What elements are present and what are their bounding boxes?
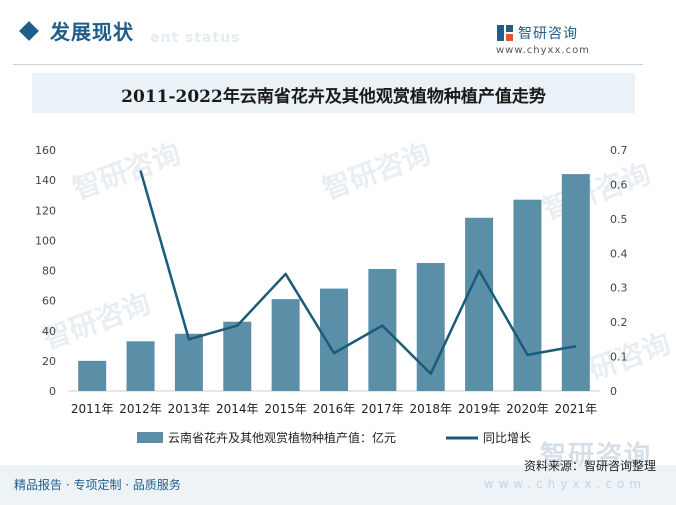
footer-watermark-url: www.chyxx.com <box>483 477 646 491</box>
growth-point <box>575 345 577 347</box>
brand-logo: 智研咨询 www.chyxx.com <box>496 20 646 60</box>
footer: 精品报告 · 专项定制 · 品质服务 智研咨询 资料来源：智研咨询整理 www.… <box>0 441 676 505</box>
growth-point <box>381 325 383 327</box>
bar <box>561 174 590 391</box>
footer-watermark: 智研咨询 <box>539 441 652 471</box>
y-right-tick-label: 0.6 <box>610 178 628 191</box>
y-left-tick-label: 60 <box>42 295 56 308</box>
growth-point <box>188 338 190 340</box>
bar <box>78 360 107 391</box>
growth-point <box>236 325 238 327</box>
header-divider <box>13 64 643 65</box>
footer-slogan: 精品报告 · 专项定制 · 品质服务 <box>14 478 181 492</box>
y-left-tick-label: 20 <box>42 355 56 368</box>
bar <box>320 288 348 391</box>
brand-icon <box>497 25 513 41</box>
y-right-tick-label: 0.3 <box>610 282 628 295</box>
x-tick-label: 2011年 <box>71 402 114 416</box>
section-subtitle: ent status <box>150 30 241 46</box>
bar <box>271 299 300 391</box>
y-left-tick-label: 120 <box>35 204 56 217</box>
y-left-tick-label: 40 <box>42 325 56 338</box>
brand-name: 智研咨询 <box>518 26 578 42</box>
y-left-tick-label: 160 <box>35 144 56 157</box>
legend-bar-swatch <box>137 432 163 443</box>
legend-bar-label: 云南省花卉及其他观赏植物种植产值：亿元 <box>168 430 396 445</box>
section-title: 发展现状 <box>50 20 134 44</box>
growth-point <box>285 273 287 275</box>
y-left-tick-label: 0 <box>49 385 56 398</box>
chart-title: 2011-2022年云南省花卉及其他观赏植物种植产值走势 <box>121 87 546 107</box>
x-tick-label: 2017年 <box>361 402 404 416</box>
y-right-tick-label: 0 <box>610 385 617 398</box>
x-tick-label: 2014年 <box>216 402 259 416</box>
x-tick-label: 2020年 <box>506 402 549 416</box>
x-tick-label: 2012年 <box>119 402 162 416</box>
y-right-tick-label: 0.7 <box>610 144 628 157</box>
y-right-tick-label: 0.1 <box>610 351 628 364</box>
bar <box>416 262 445 391</box>
bar <box>223 321 252 391</box>
x-tick-label: 2015年 <box>264 402 307 416</box>
growth-point <box>430 373 432 375</box>
y-right-tick-label: 0.2 <box>610 316 628 329</box>
x-tick-label: 2019年 <box>458 402 501 416</box>
chart-title-band: 2011-2022年云南省花卉及其他观赏植物种植产值走势 <box>32 73 635 113</box>
x-tick-label: 2018年 <box>409 402 452 416</box>
bar <box>465 217 494 391</box>
x-tick-label: 2016年 <box>313 402 356 416</box>
growth-line <box>139 170 577 376</box>
growth-point <box>140 170 142 172</box>
bar <box>174 333 203 391</box>
y-right-tick-label: 0.4 <box>610 247 628 260</box>
bar <box>126 341 155 391</box>
y-left-tick-label: 80 <box>42 265 56 278</box>
source-note: 资料来源：智研咨询整理 <box>523 459 656 473</box>
x-tick-label: 2013年 <box>168 402 211 416</box>
brand-url: www.chyxx.com <box>496 45 590 56</box>
y-right-tick-label: 0.5 <box>610 213 628 226</box>
y-left-tick-label: 140 <box>35 174 56 187</box>
growth-point <box>478 270 480 271</box>
bar <box>513 199 542 391</box>
y-left-tick-label: 100 <box>35 234 56 247</box>
growth-point <box>333 352 335 354</box>
legend-line-label: 同比增长 <box>483 431 531 445</box>
header: 发展现状 ent status 智研咨询 www.chyxx.com <box>0 0 676 64</box>
x-tick-label: 2021年 <box>555 402 598 416</box>
growth-point <box>526 354 528 356</box>
